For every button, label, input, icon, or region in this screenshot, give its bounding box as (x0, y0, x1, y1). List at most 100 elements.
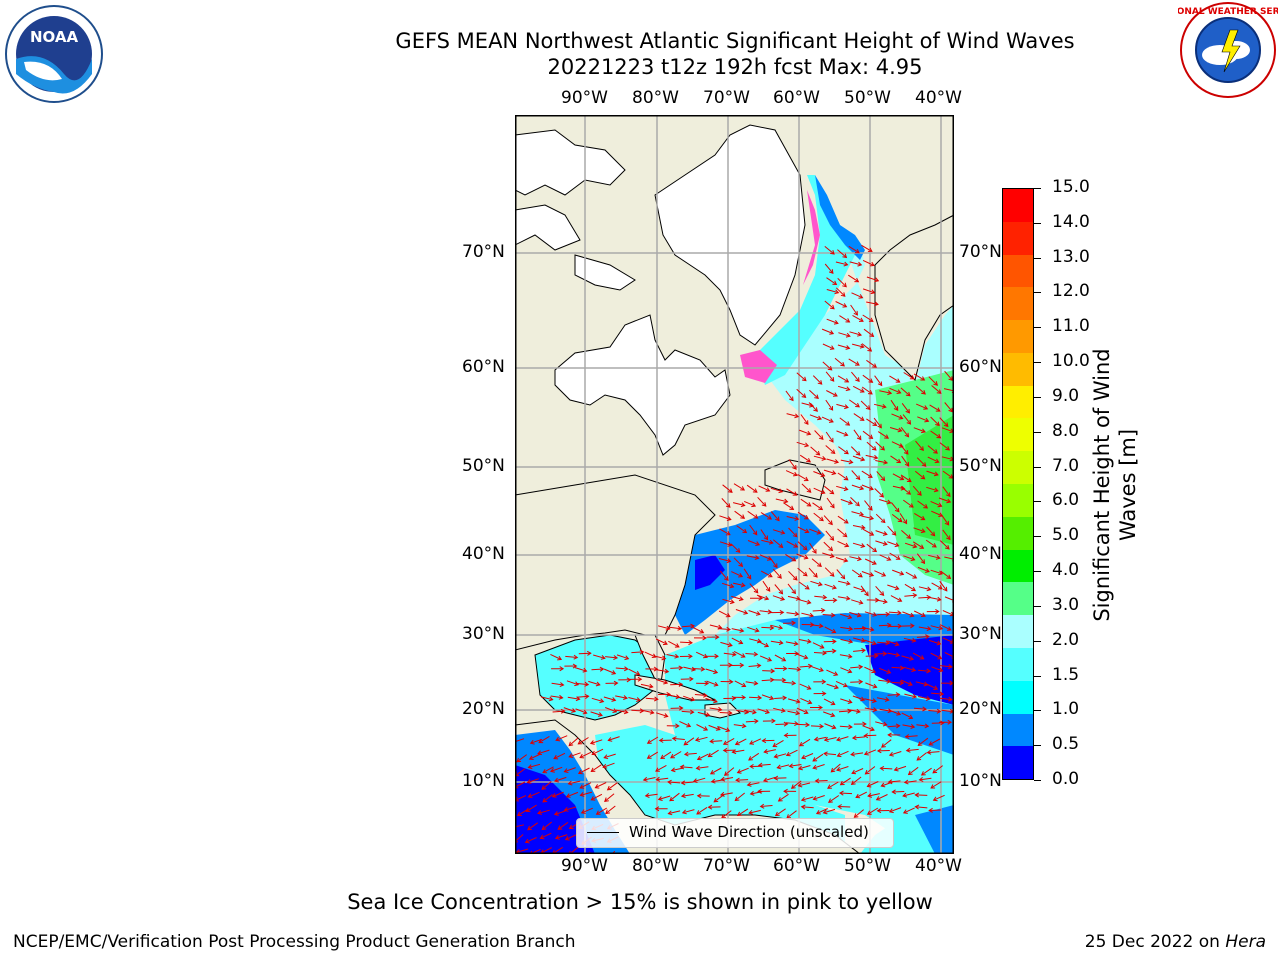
wave-direction-arrow (850, 497, 860, 507)
wave-direction-arrowhead (946, 492, 951, 498)
wave-direction-arrowhead (924, 417, 930, 423)
wave-direction-arrowhead (881, 572, 887, 577)
wave-direction-arrow (812, 753, 824, 762)
wave-direction-arrowhead (894, 507, 900, 513)
wave-direction-arrow (758, 485, 770, 492)
wave-direction-arrowhead (529, 850, 533, 854)
lon-tick-top: 90°W (561, 88, 608, 108)
wave-direction-arrow (810, 446, 820, 456)
wave-direction-arrow (578, 737, 589, 745)
wave-direction-arrowhead (791, 557, 797, 562)
wave-direction-arrowhead (870, 726, 875, 732)
wave-direction-arrowhead (912, 693, 918, 699)
wave-direction-arrowhead (868, 434, 874, 439)
wave-direction-arrowhead (904, 734, 910, 740)
wave-direction-arrowhead (895, 378, 901, 383)
wave-direction-arrowhead (931, 543, 937, 548)
wave-direction-arrow (835, 287, 846, 297)
wave-direction-arrow (735, 609, 748, 614)
wave-direction-arrow (745, 653, 758, 655)
wave-direction-arrowhead (926, 626, 932, 631)
wave-direction-arrow (944, 402, 953, 413)
wave-direction-arrow (579, 751, 592, 759)
wave-direction-arrowhead (864, 769, 870, 775)
wave-direction-arrowhead (801, 393, 807, 398)
wave-direction-arrow (837, 277, 847, 288)
wave-direction-arrowhead (939, 691, 945, 697)
wave-direction-arrow (681, 710, 694, 713)
wave-direction-arrow (541, 781, 552, 790)
wave-direction-arrow (890, 595, 902, 602)
wave-direction-arrow (717, 628, 731, 630)
wave-direction-arrow (901, 530, 911, 539)
wave-direction-arrowhead (942, 586, 948, 592)
wave-direction-arrow (705, 668, 718, 674)
wave-direction-arrow (595, 782, 607, 789)
wave-direction-arrowhead (866, 810, 872, 815)
wave-direction-arrowhead (704, 680, 710, 686)
wave-direction-arrowhead (819, 644, 825, 649)
wave-direction-arrowhead (537, 750, 543, 756)
wave-direction-arrowhead (670, 767, 676, 773)
wave-direction-arrowhead (686, 722, 692, 728)
wave-direction-arrowhead (917, 741, 923, 746)
wave-direction-arrow (891, 666, 904, 669)
wave-direction-arrow (839, 315, 850, 323)
wave-direction-arrowhead (816, 529, 822, 535)
wave-direction-arrowhead (937, 654, 943, 660)
wave-direction-arrow (603, 696, 616, 701)
wave-direction-arrowhead (646, 754, 652, 759)
wave-direction-arrowhead (867, 793, 873, 798)
wave-direction-arrow (760, 805, 773, 807)
wave-direction-arrowhead (847, 653, 853, 659)
wave-direction-arrow (913, 707, 927, 710)
wave-direction-arrowhead (769, 625, 775, 631)
wave-direction-arrowhead (791, 620, 797, 626)
wave-direction-arrow (887, 693, 900, 696)
baffin-bay-area (654, 124, 806, 346)
wave-direction-arrow (527, 822, 538, 831)
wave-direction-arrow (774, 584, 783, 595)
wave-direction-arrowhead (882, 541, 888, 546)
coastal-deep-blue (695, 555, 725, 590)
wave-direction-arrow (839, 654, 852, 658)
wave-direction-arrowhead (876, 748, 882, 754)
lon-tick-bottom: 60°W (773, 856, 820, 876)
wave-direction-arrow (590, 739, 603, 744)
wave-direction-arrow (615, 709, 628, 713)
lon-tick-bottom: 90°W (561, 856, 608, 876)
wave-direction-arrowhead (856, 435, 862, 441)
wave-direction-arrow (919, 777, 932, 781)
wave-direction-arrow (580, 791, 593, 796)
wave-direction-arrowhead (850, 780, 856, 786)
wave-direction-arrowhead (887, 390, 893, 396)
wave-direction-arrowhead (714, 653, 719, 659)
wave-direction-arrowhead (858, 679, 864, 685)
wave-direction-arrow (864, 707, 877, 711)
wave-direction-arrow (824, 583, 837, 589)
wave-direction-arrow (670, 683, 683, 686)
wave-direction-arrowhead (867, 347, 873, 352)
wave-direction-arrowhead (758, 595, 763, 601)
wave-direction-arrowhead (548, 696, 554, 702)
wave-direction-arrow (931, 582, 943, 590)
wave-direction-arrowhead (907, 770, 913, 776)
wave-direction-arrow (823, 650, 836, 653)
wave-direction-arrow (848, 245, 860, 254)
wave-direction-arrow (670, 751, 682, 759)
wave-direction-arrow (643, 777, 656, 781)
lon-tick-top: 70°W (703, 88, 750, 108)
wave-direction-arrowhead (753, 680, 759, 686)
wave-direction-arrow (851, 343, 864, 348)
wave-direction-arrowhead (703, 653, 708, 659)
wave-direction-arrowhead (850, 751, 855, 757)
wave-direction-arrowhead (923, 504, 929, 509)
wave-direction-arrow (851, 371, 860, 382)
wave-direction-arrowhead (882, 721, 888, 727)
wave-direction-arrow (930, 430, 941, 439)
wave-direction-arrowhead (839, 780, 845, 786)
wave-direction-arrow (875, 460, 888, 464)
wave-direction-arrow (550, 766, 563, 772)
wave-direction-arrowhead (859, 485, 865, 491)
wave-direction-arrowhead (923, 405, 929, 410)
